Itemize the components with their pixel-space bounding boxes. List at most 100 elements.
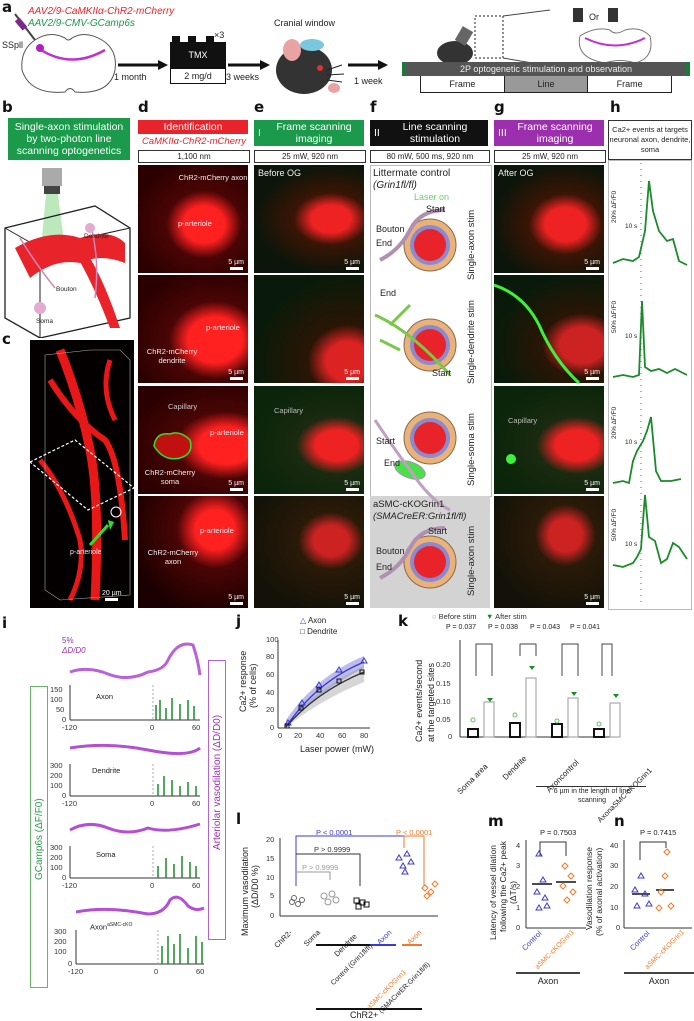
after-og-tag: After OG <box>498 168 534 178</box>
trace-label-soma: Soma <box>96 850 116 859</box>
svg-text:0: 0 <box>62 873 66 882</box>
e-row3-image: Capillary 5 µm <box>254 386 364 494</box>
scale-bar-20um: 20 µm <box>102 590 122 601</box>
d-row3-capillary: Capillary <box>168 402 198 411</box>
g-row3-image: Capillary 5 µm <box>494 386 604 494</box>
panel-g-roman: III <box>498 127 507 139</box>
bouton-label: Bouton <box>56 286 77 293</box>
cko-label: aSMC-cKOGrin1 <box>373 499 445 510</box>
panel-g-header: III Frame scanning imaging <box>494 120 604 146</box>
step-3weeks: 3 weeks <box>226 72 260 82</box>
panel-a-label: a <box>2 0 13 16</box>
panel-f-header: II Line scanning stimulation <box>370 120 488 146</box>
scale-label: 5 µm <box>344 594 360 601</box>
svg-text:300: 300 <box>54 927 67 936</box>
trace-label-axon-cko-sup: aSMC-cKO <box>107 922 133 928</box>
svg-text:60: 60 <box>192 799 200 808</box>
svg-text:0: 0 <box>150 723 154 732</box>
e-row4-scale: 5 µm <box>344 594 360 605</box>
svg-text:30: 30 <box>610 861 618 870</box>
e-row1-image: Before OG 5 µm <box>254 165 364 273</box>
svg-text:0.20: 0.20 <box>436 660 451 669</box>
before-og-tag: Before OG <box>258 168 302 178</box>
svg-text:60: 60 <box>192 881 200 890</box>
mouse-head-icon <box>276 39 344 94</box>
g-row2-image: 5 µm <box>494 275 604 383</box>
tmx-tab-3 <box>206 36 214 43</box>
svg-text:200: 200 <box>50 853 63 862</box>
vessel-schematic-4 <box>403 535 457 589</box>
panel-l-label: l <box>236 810 242 828</box>
panel-g-setting: 25 mW, 920 nm <box>494 150 606 163</box>
svg-text:60: 60 <box>192 723 200 732</box>
cranial-window-label: Cranial window <box>274 18 336 28</box>
bouton-label-4: Bouton <box>376 546 405 556</box>
panel-m-chart: 4 3 2 1 0 <box>516 840 586 932</box>
svg-text:100: 100 <box>54 947 67 956</box>
panel-h-header: Ca2+ events at targets neuronal axon, de… <box>608 120 692 160</box>
svg-text:200: 200 <box>54 937 67 946</box>
h-scale-x-4: 10 s <box>625 541 638 548</box>
k-ylabel-1: Ca2+ events/second <box>414 659 424 742</box>
row-label-dendrite-stim: Single-dendrite stim <box>466 300 477 384</box>
svg-text:50: 50 <box>56 705 64 714</box>
or-label: Or <box>589 12 599 22</box>
scale-label: 5 µm <box>344 259 360 266</box>
3d-vessel-image: p-arteriole 20 µm <box>30 340 134 608</box>
svg-text:40: 40 <box>266 688 274 697</box>
i-scalebar-unit: ΔD/D0 <box>62 646 86 655</box>
p-arteriole-label: p-arteriole <box>70 549 102 556</box>
n-p-value: P = 0.7415 <box>640 828 677 837</box>
soma-label: Soma <box>36 318 53 325</box>
scale-bar-label: 20 µm <box>102 590 122 597</box>
cortex-block-diagram <box>4 168 131 338</box>
vessel-schematic-2 <box>403 318 457 372</box>
svg-text:P < 0.0001: P < 0.0001 <box>396 828 432 837</box>
legend-axon-text: Axon <box>307 616 327 625</box>
svg-text:0: 0 <box>278 731 282 740</box>
panel-g-label: g <box>494 98 505 116</box>
scale-label: 5 µm <box>584 369 600 376</box>
l-ylabel-1: Maximum vasodilation <box>240 846 250 936</box>
trace-label-axon: Axon <box>96 692 114 701</box>
svg-text:-120: -120 <box>68 967 83 976</box>
arrow-1month-icon <box>118 60 168 70</box>
scale-label: 5 µm <box>228 594 244 601</box>
objectives-brain-icon <box>573 8 652 64</box>
trace-label-axon-cko: AxonaSMC-cKO <box>90 922 132 932</box>
m-p-value: P = 0.7503 <box>540 828 577 837</box>
e-row3-scale: 5 µm <box>344 480 360 491</box>
svg-text:0.15: 0.15 <box>436 679 451 688</box>
gcamp-axis-label: GCamp6s (ΔF/F0) <box>34 798 45 880</box>
svg-text:5: 5 <box>270 891 274 900</box>
start-label-1: Start <box>426 204 446 214</box>
scale-label: 5 µm <box>344 369 360 376</box>
brain-section-icon <box>14 13 116 93</box>
svg-text:-120: -120 <box>62 723 77 732</box>
dendrite-label: Dendrite <box>84 233 109 240</box>
panel-b-header: Single-axon stimulation by two-photon li… <box>8 118 130 160</box>
e-row2-scale: 5 µm <box>344 369 360 380</box>
tmx-box: TMX <box>170 42 226 68</box>
svg-text:P > 0.9999: P > 0.9999 <box>314 845 350 854</box>
vessel-schematic-3 <box>403 411 457 465</box>
svg-text:0: 0 <box>270 723 274 732</box>
k-note-2: scanning <box>577 797 607 804</box>
svg-text:0: 0 <box>68 959 72 968</box>
d-row4-scale: 5 µm <box>228 594 244 605</box>
d-row4-image: ChR2-mCherry axon p-arteriole 5 µm <box>138 496 248 608</box>
svg-text:0: 0 <box>616 923 620 932</box>
trace-label-axon-cko-text: Axon <box>90 922 108 932</box>
p-value-soma: P = 0.037 <box>446 624 477 631</box>
svg-text:10: 10 <box>610 903 618 912</box>
n-ylabel-2: (% of axonal activation) <box>594 847 604 936</box>
after-stim-marker: ▼ <box>486 612 496 621</box>
svg-text:40: 40 <box>316 731 324 740</box>
panel-e-header-text: Frame scanning imaging <box>276 121 352 145</box>
imaging-mouse-icon <box>437 9 550 67</box>
panel-c-label: c <box>2 330 11 348</box>
d-row3-annot: ChR2-mCherry soma <box>144 468 196 486</box>
svg-text:100: 100 <box>50 781 63 790</box>
g-capillary-label: Capillary <box>508 416 538 425</box>
